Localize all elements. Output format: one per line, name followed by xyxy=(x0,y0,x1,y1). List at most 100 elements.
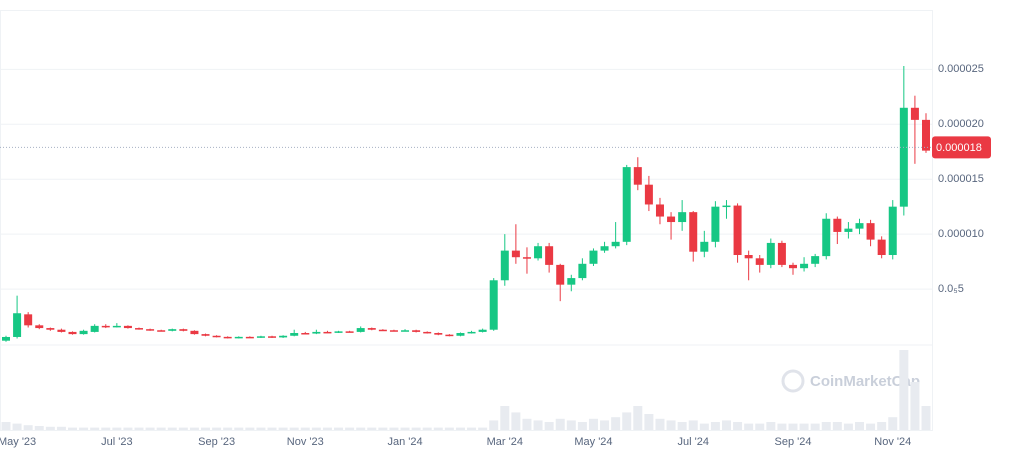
volume-bar xyxy=(810,423,820,430)
y-tick-label: 0.000015 xyxy=(938,173,984,185)
volume-bar xyxy=(467,427,477,430)
candle-body xyxy=(57,329,66,332)
volume-bar xyxy=(644,414,654,430)
volume-bar xyxy=(245,427,255,430)
volume-bar xyxy=(23,425,33,430)
x-tick-label: Mar '24 xyxy=(487,436,523,448)
candle-body xyxy=(511,250,520,258)
volume-bar xyxy=(167,427,177,430)
volume-bar xyxy=(12,423,22,430)
candle-body xyxy=(290,333,299,336)
candle-body xyxy=(334,331,343,333)
candle-body xyxy=(522,257,531,259)
candle-body xyxy=(744,255,753,259)
volume-bar xyxy=(655,418,665,430)
candle-body xyxy=(234,336,243,339)
candle-body xyxy=(478,329,487,332)
volume-bar xyxy=(444,427,454,430)
candle-body xyxy=(844,228,853,232)
candle-body xyxy=(423,331,432,334)
candle-body xyxy=(567,278,576,285)
volume-bar xyxy=(212,427,222,430)
volume-bar xyxy=(854,422,864,430)
candle-body xyxy=(811,256,820,264)
candle-body xyxy=(112,325,121,328)
candle-body xyxy=(389,330,398,332)
x-tick-label: May '23 xyxy=(0,436,36,448)
candle-body xyxy=(24,314,33,326)
y-tick-label: 0.000010 xyxy=(938,228,984,240)
volume-bar xyxy=(267,427,277,430)
candle-body xyxy=(899,107,908,207)
candle-body xyxy=(556,264,565,285)
candle-body xyxy=(123,325,132,329)
candle-body xyxy=(312,331,321,334)
volume-bar xyxy=(777,423,787,430)
volume-bar xyxy=(588,418,598,430)
volume-bar xyxy=(478,427,488,430)
volume-bar xyxy=(112,427,122,430)
volume-bar xyxy=(34,426,44,430)
volume-bar xyxy=(622,412,632,430)
candle-body xyxy=(90,325,99,332)
candle-body xyxy=(600,246,609,251)
volume-bar xyxy=(489,420,499,430)
volume-bar xyxy=(555,418,565,430)
volume-bar xyxy=(68,427,78,430)
volume-bar xyxy=(101,427,111,430)
volume-bar xyxy=(600,420,610,430)
x-tick-label: Jul '23 xyxy=(101,436,132,448)
volume-bar xyxy=(821,422,831,430)
candle-body xyxy=(35,325,44,329)
candle-body xyxy=(378,329,387,332)
candle-body xyxy=(268,336,277,338)
candle-body xyxy=(489,280,498,330)
y-tick-label: 0.000025 xyxy=(938,63,984,75)
candle-body xyxy=(655,204,664,217)
volume-bar xyxy=(511,412,521,430)
candle-body xyxy=(711,206,720,242)
volume-bar xyxy=(123,427,133,430)
volume-bar xyxy=(721,420,731,430)
volume-bar xyxy=(788,423,798,430)
volume-bar xyxy=(799,423,809,430)
candle-body xyxy=(279,335,288,338)
volume-bar xyxy=(422,427,432,430)
volume-bar xyxy=(79,427,89,430)
candle-body xyxy=(46,328,55,330)
volume-bar xyxy=(367,427,377,430)
last-price-label: 0.000018 xyxy=(936,142,982,154)
candle-body xyxy=(633,167,642,185)
candle-body xyxy=(777,242,786,265)
candle-body xyxy=(157,330,166,332)
candle-body xyxy=(456,333,465,336)
y-tick-label: 0.000020 xyxy=(938,118,984,130)
candle-body xyxy=(855,223,864,229)
candle-body xyxy=(877,239,886,256)
volume-bar xyxy=(278,427,288,430)
volume-bar xyxy=(400,427,410,430)
volume-bar xyxy=(533,420,543,430)
volume-bar xyxy=(1,422,11,430)
volume-bar xyxy=(178,427,188,430)
volume-bar xyxy=(134,427,144,430)
volume-bar xyxy=(566,420,576,430)
x-tick-label: Sep '24 xyxy=(775,436,812,448)
volume-bar xyxy=(877,422,887,430)
volume-bar xyxy=(234,427,244,430)
volume-bar xyxy=(866,423,876,430)
volume-bar xyxy=(356,427,366,430)
candle-body xyxy=(611,241,620,247)
volume-bar xyxy=(378,427,388,430)
plot-frame xyxy=(0,10,933,431)
candle-body xyxy=(766,242,775,265)
volume-bar xyxy=(433,427,443,430)
candle-body xyxy=(788,264,797,269)
candle-body xyxy=(534,246,543,259)
candle-body xyxy=(401,330,410,332)
candle-body xyxy=(168,329,177,331)
candle-body xyxy=(135,328,144,330)
candle-body xyxy=(13,313,22,337)
volume-bar xyxy=(633,406,643,430)
